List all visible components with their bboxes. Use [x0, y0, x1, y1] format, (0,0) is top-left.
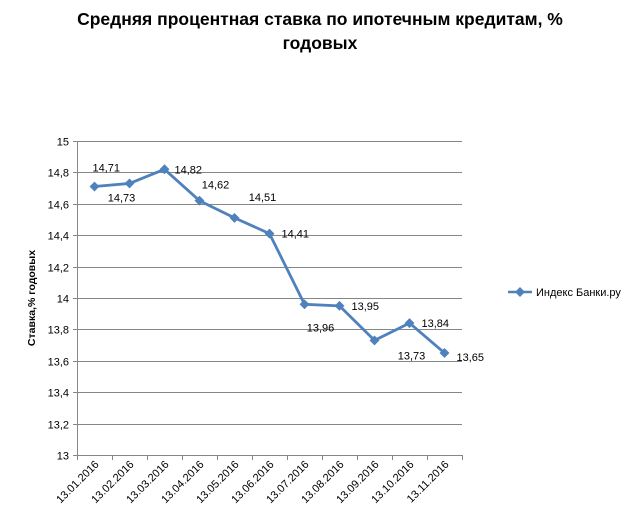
data-point: [229, 212, 240, 223]
y-axis-label: Ставка,% годовых: [26, 250, 38, 346]
legend-marker: [515, 287, 525, 297]
y-tick-label: 13,2: [48, 420, 69, 432]
y-tick-label: 14,4: [48, 231, 69, 243]
data-label: 14,51: [249, 192, 277, 204]
data-point: [159, 164, 170, 175]
y-tick-labels: 13 13,2 13,4 13,6 13,8 14 14,2 14,4 14,6 14,8 15: [48, 137, 69, 463]
data-label: 14,82: [175, 164, 203, 176]
data-label: 13,65: [457, 352, 485, 364]
data-label: 13,84: [422, 318, 450, 330]
data-point: [439, 348, 450, 358]
data-point: [404, 318, 415, 329]
series-group: [89, 164, 450, 358]
data-point: [194, 195, 205, 206]
y-tick-label: 14,2: [48, 263, 69, 275]
data-point: [264, 228, 275, 239]
y-tick-label: 15: [57, 137, 69, 149]
chart-title: Средняя процентная ставка по ипотечным к…: [77, 9, 563, 29]
legend-entry: Индекс Банки.ру: [536, 287, 621, 299]
data-label: 13,73: [398, 350, 426, 362]
data-label: 14,62: [202, 180, 230, 192]
data-point: [299, 299, 310, 310]
y-tick-label: 13,6: [48, 357, 69, 369]
gridlines: [73, 141, 462, 456]
chart-title-line2: годовых: [283, 33, 358, 53]
legend: Индекс Банки.ру: [508, 287, 621, 299]
data-label: 14,41: [282, 229, 310, 241]
y-tick-label: 14,8: [48, 168, 69, 180]
data-labels: 14,71 14,73 14,82 14,62 14,51 14,41 13,96 13,95…: [93, 163, 485, 364]
data-point: [334, 300, 345, 311]
data-point: [124, 178, 135, 189]
y-tick-label: 14: [57, 294, 69, 306]
y-tick-label: 14,6: [48, 200, 69, 212]
axes: [77, 141, 463, 460]
data-point: [89, 181, 100, 192]
y-tick-label: 13,4: [48, 388, 69, 400]
data-label: 13,96: [307, 322, 335, 334]
y-tick-label: 13: [57, 451, 69, 463]
data-label: 13,95: [352, 301, 380, 313]
data-label: 14,71: [93, 163, 121, 175]
data-point: [369, 335, 380, 346]
y-tick-label: 13,8: [48, 325, 69, 337]
data-label: 14,73: [108, 192, 136, 204]
x-tick-labels: 13.01.201613.02.201613.03.201613.04.2016…: [54, 459, 451, 506]
